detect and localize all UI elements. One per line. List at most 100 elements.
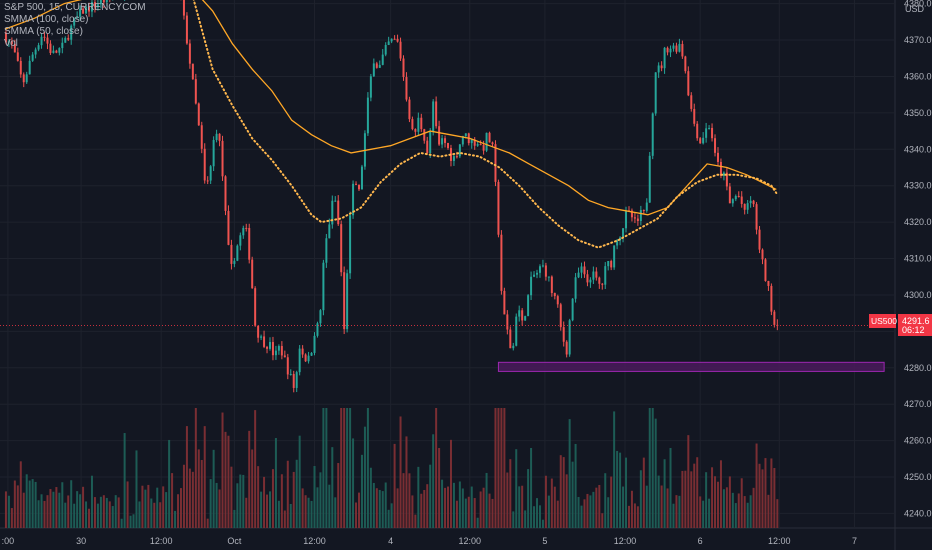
candle-body: [622, 228, 625, 238]
volume-bar: [497, 408, 500, 528]
candle-body: [604, 266, 607, 285]
volume-bar: [55, 487, 58, 528]
time-axis[interactable]: :00 30 12:00 Oct 12:00 4 12:00 5 12:00 6 12:00 7: [2, 536, 857, 546]
candle-body: [105, 0, 108, 3]
candle-body: [257, 325, 260, 338]
volume-bar: [452, 482, 455, 528]
candle-body: [559, 304, 562, 328]
volume-bar: [40, 494, 43, 528]
volume-bar: [464, 498, 467, 528]
volume-bar: [337, 463, 340, 528]
volume-bar: [411, 495, 414, 528]
candle-body: [506, 314, 509, 330]
volume-bar: [313, 465, 316, 528]
candle-body: [746, 203, 749, 210]
volume-bar: [215, 482, 218, 528]
volume-bar: [592, 491, 595, 528]
candle-body: [266, 346, 269, 349]
candle-body: [58, 48, 61, 53]
volume-bar: [289, 503, 292, 528]
volume-bar: [396, 488, 399, 528]
candle-body: [435, 101, 438, 127]
candle-body: [43, 36, 46, 38]
candle-body: [464, 133, 467, 136]
candle-body: [512, 345, 515, 349]
legend-smma-50[interactable]: SMMA (50, close): [4, 26, 83, 37]
volume-bar: [417, 466, 420, 528]
volume-bar: [251, 449, 254, 528]
volume-bar: [274, 438, 277, 528]
candle-body: [708, 127, 711, 129]
candle-body: [19, 60, 22, 75]
volume-bar: [49, 489, 52, 528]
volume-bar: [666, 488, 669, 528]
volume-bar: [604, 473, 607, 528]
volume-bar: [304, 495, 307, 528]
volume-bar: [194, 408, 197, 528]
candle-body: [280, 346, 283, 356]
volume-bar: [260, 491, 263, 528]
volume-bar: [476, 517, 479, 528]
price-tick-label: 4330.0: [904, 181, 932, 191]
candle-body: [666, 47, 669, 53]
volume-bar: [177, 494, 180, 528]
legend-volume[interactable]: Vol: [4, 38, 18, 49]
volume-bar: [681, 470, 684, 528]
volume-bar: [268, 491, 271, 528]
volume-bar: [168, 439, 171, 528]
volume-bar: [212, 449, 215, 528]
candle-body: [458, 144, 461, 157]
candle-body: [702, 137, 705, 144]
smma-50-line: [192, 0, 778, 249]
volume-bar: [586, 493, 589, 528]
legend-smma-100[interactable]: SMMA (100, close): [4, 14, 89, 25]
candle-body: [533, 274, 536, 277]
candle-body: [479, 144, 482, 146]
candle-body: [352, 183, 355, 216]
candle-body: [488, 132, 491, 143]
volume-bar: [524, 510, 527, 528]
candle-body: [767, 280, 770, 286]
volume-bar: [571, 461, 574, 528]
candle-body: [601, 283, 604, 285]
candle-body: [565, 341, 568, 355]
volume-bar: [616, 450, 619, 528]
volume-bars: [4, 408, 779, 528]
candle-body: [16, 52, 19, 61]
support-zone-layer[interactable]: [497, 361, 885, 372]
candle-body: [648, 155, 651, 203]
candle-body: [719, 161, 722, 176]
candle-body: [678, 44, 681, 52]
candle-body: [393, 38, 396, 40]
candle-body: [423, 129, 426, 141]
candle-body: [378, 64, 381, 68]
candle-body: [37, 45, 40, 50]
volume-bar: [749, 495, 752, 528]
price-tick-label: 4340.0: [904, 144, 932, 154]
candle-body: [319, 310, 322, 324]
volume-bar: [46, 495, 49, 528]
volume-bar: [328, 484, 331, 528]
volume-bar: [111, 506, 114, 528]
volume-bar: [191, 471, 194, 528]
candle-body: [636, 218, 639, 222]
support-zone-rectangle[interactable]: [497, 361, 885, 372]
candle-body: [420, 117, 423, 130]
volume-bar: [544, 475, 547, 528]
legend-symbol[interactable]: S&P 500, 15, CURRENCYCOM: [4, 2, 146, 13]
candle-body: [684, 56, 687, 72]
candle-body: [73, 18, 76, 26]
volume-bar: [764, 458, 767, 528]
price-axis[interactable]: 4240.04250.04260.04270.04280.04290.04300…: [904, 0, 932, 518]
volume-bar: [301, 488, 304, 528]
candle-body: [7, 41, 10, 43]
candle-body: [396, 38, 399, 42]
volume-bar: [512, 511, 515, 528]
volume-bar: [467, 496, 470, 528]
price-tick-label: 4370.0: [904, 35, 932, 45]
volume-bar: [613, 411, 616, 528]
volume-bar: [58, 492, 61, 528]
volume-bar: [435, 408, 438, 528]
